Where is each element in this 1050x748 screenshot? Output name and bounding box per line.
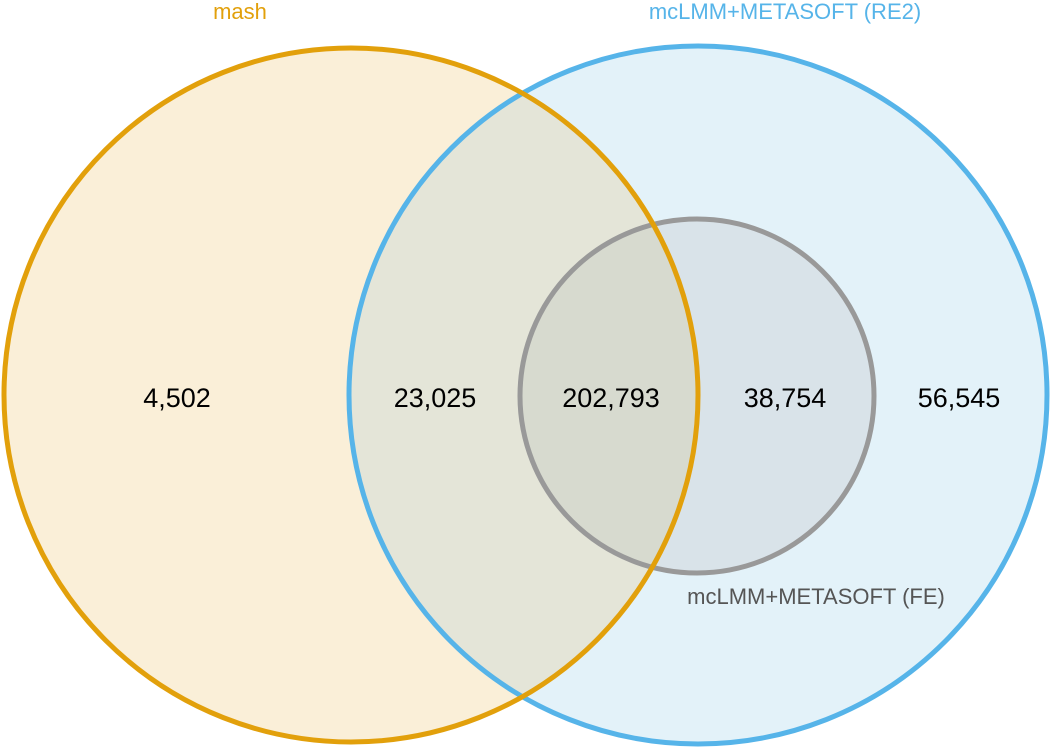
- count-re2-only: 56,545: [918, 383, 1001, 413]
- count-all-three: 202,793: [562, 383, 660, 413]
- count-re2-fe: 38,754: [744, 383, 827, 413]
- count-mash-re2: 23,025: [394, 383, 477, 413]
- mash-circle-outline: [1, 45, 701, 745]
- re2-circle-outline: [346, 43, 1050, 747]
- mash-re2-overlap-fill: [349, 48, 698, 742]
- fe-label: mcLMM+METASOFT (FE): [687, 584, 945, 609]
- fe-circle-outline: [517, 216, 877, 576]
- mash-label: mash: [213, 0, 267, 24]
- count-mash-only: 4,502: [143, 383, 211, 413]
- re2-label: mcLMM+METASOFT (RE2): [649, 0, 921, 24]
